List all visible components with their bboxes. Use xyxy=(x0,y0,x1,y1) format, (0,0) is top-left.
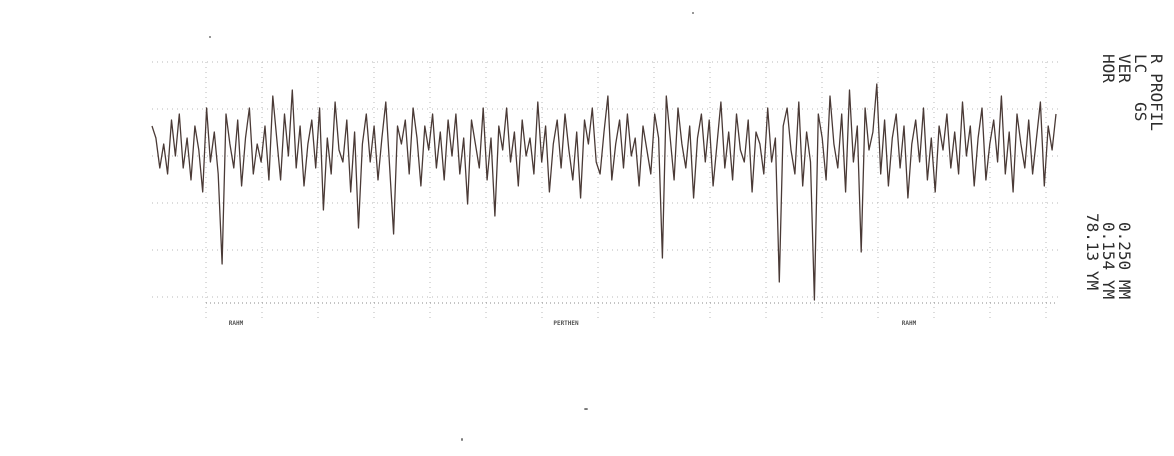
cutoff-readout: 0.250 MM xyxy=(1115,222,1134,299)
x-label-center: PERTHEN xyxy=(553,320,579,327)
ver-row: VER xyxy=(1115,54,1134,83)
hor-row: HOR xyxy=(1099,54,1118,83)
scan-speck xyxy=(584,408,588,410)
roughness-profile-line xyxy=(151,83,1057,301)
scan-speck xyxy=(209,36,211,38)
chart-grid xyxy=(152,61,1058,320)
hor-readout: 78.13 YM xyxy=(1083,213,1102,291)
hor-value: 78.13 xyxy=(1083,213,1102,262)
filter-row: LC GS xyxy=(1131,54,1150,122)
hor-label: HOR xyxy=(1099,54,1118,83)
x-label-left: RAHM xyxy=(229,320,244,327)
ver-readout: 0.154 YM xyxy=(1099,222,1118,299)
x-label-right: RAHM xyxy=(902,320,917,327)
scan-speck xyxy=(692,12,694,14)
scan-speck xyxy=(461,438,463,441)
filter-value: GS xyxy=(1131,102,1150,122)
hor-unit: YM xyxy=(1083,270,1102,291)
profile-title: R PROFIL xyxy=(1147,54,1166,131)
